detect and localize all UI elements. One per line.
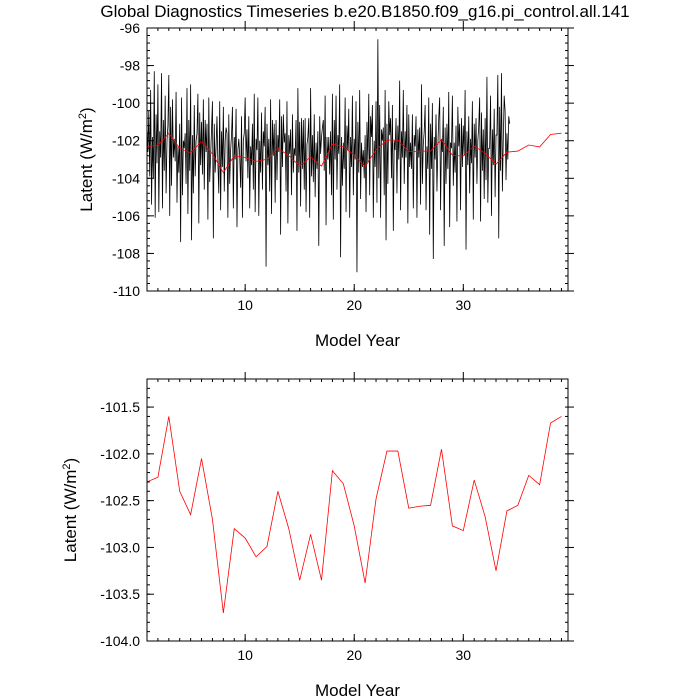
y-tick-label: -96 bbox=[120, 20, 140, 36]
timeseries-panel-top: 10 20 30 -110 -108 -106 -104 -102 -100 -98 -96 Mode… bbox=[77, 20, 574, 350]
x-tick-label: 10 bbox=[237, 297, 253, 313]
x-tick-label: 30 bbox=[456, 297, 472, 313]
x-tick-label: 20 bbox=[346, 297, 362, 313]
y-tick-label: -102.5 bbox=[100, 493, 140, 509]
y-tick-label: -104.0 bbox=[100, 633, 140, 649]
y-tick-label: -104 bbox=[112, 170, 140, 186]
y-tick-label: -103.0 bbox=[100, 539, 140, 555]
x-axis-title: Model Year bbox=[315, 681, 400, 700]
x-tick-label: 30 bbox=[456, 647, 472, 663]
chart-title: Global Diagnostics Timeseries b.e20.B185… bbox=[100, 2, 629, 21]
x-tick-label: 20 bbox=[346, 647, 362, 663]
x-axis-title: Model Year bbox=[315, 331, 400, 350]
y-axis-title: Latent (W/m2) bbox=[77, 107, 96, 211]
series-line-annual-bottom bbox=[147, 416, 562, 613]
y-tick-label: -103.5 bbox=[100, 586, 140, 602]
y-axis-title: Latent (W/m2) bbox=[61, 458, 80, 562]
annual-panel-bottom: 10 20 30 -104.0 -103.5 -103.0 -102.5 -102.0 -101… bbox=[61, 372, 574, 700]
series-line-monthly-top bbox=[147, 39, 511, 273]
x-tick-label: 10 bbox=[237, 647, 253, 663]
y-tick-label: -110 bbox=[113, 283, 140, 299]
y-tick-label: -98 bbox=[120, 58, 140, 74]
y-tick-label: -102 bbox=[112, 133, 140, 149]
y-tick-label: -100 bbox=[112, 95, 140, 111]
series-line-annual-top bbox=[147, 132, 562, 174]
y-tick-label: -108 bbox=[112, 245, 140, 261]
y-tick-label: -101.5 bbox=[100, 399, 140, 415]
y-tick-label: -102.0 bbox=[100, 446, 140, 462]
plot-frame bbox=[146, 27, 569, 292]
plot-frame bbox=[146, 378, 569, 642]
y-tick-label: -106 bbox=[112, 208, 140, 224]
